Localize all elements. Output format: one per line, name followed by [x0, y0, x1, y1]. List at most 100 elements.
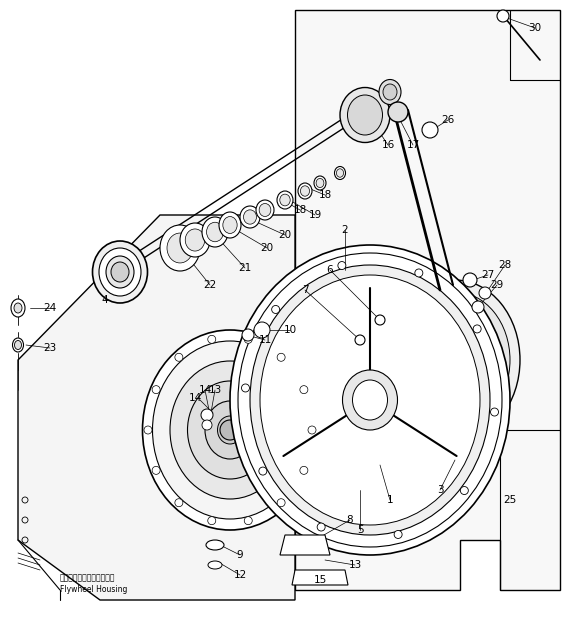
Circle shape [491, 408, 499, 416]
Circle shape [272, 306, 280, 314]
Circle shape [463, 273, 477, 287]
Text: 26: 26 [441, 115, 455, 125]
Circle shape [245, 335, 253, 343]
Text: 13: 13 [209, 385, 222, 395]
Text: 4: 4 [101, 295, 108, 305]
Ellipse shape [383, 84, 397, 100]
Ellipse shape [400, 292, 510, 428]
Polygon shape [280, 535, 330, 555]
Polygon shape [292, 570, 348, 585]
Ellipse shape [336, 169, 344, 177]
Circle shape [175, 499, 183, 507]
Ellipse shape [223, 217, 237, 233]
Ellipse shape [277, 191, 293, 209]
Ellipse shape [180, 223, 210, 257]
Circle shape [394, 530, 402, 538]
Text: フライホイールハウジング: フライホイールハウジング [60, 574, 116, 582]
Text: 14: 14 [198, 385, 211, 395]
Ellipse shape [243, 210, 256, 224]
Text: 3: 3 [437, 485, 443, 495]
Circle shape [259, 467, 267, 475]
Ellipse shape [240, 206, 260, 228]
Ellipse shape [185, 229, 205, 251]
Text: 5: 5 [357, 525, 363, 535]
Ellipse shape [352, 380, 388, 420]
Polygon shape [18, 215, 295, 600]
Circle shape [300, 466, 308, 474]
Ellipse shape [379, 79, 401, 104]
Text: 25: 25 [503, 495, 516, 505]
Circle shape [207, 335, 216, 343]
Text: 11: 11 [258, 335, 272, 345]
Text: 14: 14 [188, 393, 202, 403]
Text: 23: 23 [43, 343, 56, 353]
Ellipse shape [335, 166, 345, 179]
Text: 20: 20 [278, 230, 292, 240]
Ellipse shape [314, 176, 326, 190]
Ellipse shape [153, 341, 307, 519]
Text: 18: 18 [319, 190, 332, 200]
Circle shape [242, 384, 250, 392]
Circle shape [242, 329, 254, 341]
Circle shape [152, 466, 160, 474]
Circle shape [300, 386, 308, 394]
Ellipse shape [219, 212, 241, 238]
Text: 15: 15 [314, 575, 327, 585]
Ellipse shape [259, 204, 271, 217]
Text: 28: 28 [498, 260, 512, 270]
Circle shape [317, 523, 325, 531]
Ellipse shape [160, 225, 200, 271]
Circle shape [497, 10, 509, 22]
Circle shape [421, 266, 429, 274]
Text: 30: 30 [528, 23, 541, 33]
Ellipse shape [218, 416, 242, 444]
Text: 2: 2 [341, 225, 348, 235]
Ellipse shape [340, 88, 390, 142]
Ellipse shape [206, 540, 224, 550]
Circle shape [461, 486, 469, 494]
Text: 19: 19 [308, 210, 321, 220]
Text: 13: 13 [348, 560, 361, 570]
Ellipse shape [250, 265, 490, 535]
Text: 7: 7 [302, 285, 308, 295]
Circle shape [473, 325, 481, 333]
Ellipse shape [316, 178, 324, 188]
Circle shape [144, 426, 152, 434]
Ellipse shape [205, 401, 255, 459]
Circle shape [245, 517, 253, 525]
Circle shape [338, 261, 346, 270]
Ellipse shape [188, 381, 272, 479]
Text: 29: 29 [490, 280, 504, 290]
Text: 21: 21 [238, 263, 251, 273]
Text: 8: 8 [347, 515, 353, 525]
Ellipse shape [13, 338, 23, 352]
Ellipse shape [348, 95, 382, 135]
Ellipse shape [390, 280, 520, 440]
Ellipse shape [14, 340, 22, 350]
Text: 6: 6 [327, 265, 333, 275]
Ellipse shape [208, 561, 222, 569]
Text: 24: 24 [43, 303, 56, 313]
Ellipse shape [238, 253, 502, 547]
Circle shape [421, 446, 429, 454]
Ellipse shape [11, 299, 25, 317]
Ellipse shape [106, 256, 134, 288]
Text: 1: 1 [386, 495, 393, 505]
Ellipse shape [260, 275, 480, 525]
Ellipse shape [343, 370, 397, 430]
Circle shape [375, 315, 385, 325]
Ellipse shape [202, 217, 228, 247]
Circle shape [175, 353, 183, 361]
Circle shape [220, 420, 240, 440]
Ellipse shape [298, 183, 312, 199]
Circle shape [254, 322, 270, 338]
Text: 10: 10 [283, 325, 296, 335]
Ellipse shape [206, 222, 223, 242]
Ellipse shape [99, 248, 141, 296]
Text: Flywheel Housing: Flywheel Housing [60, 586, 127, 594]
Circle shape [472, 301, 484, 313]
Circle shape [277, 353, 285, 361]
Circle shape [207, 517, 216, 525]
Text: 18: 18 [294, 205, 307, 215]
Ellipse shape [92, 241, 148, 303]
